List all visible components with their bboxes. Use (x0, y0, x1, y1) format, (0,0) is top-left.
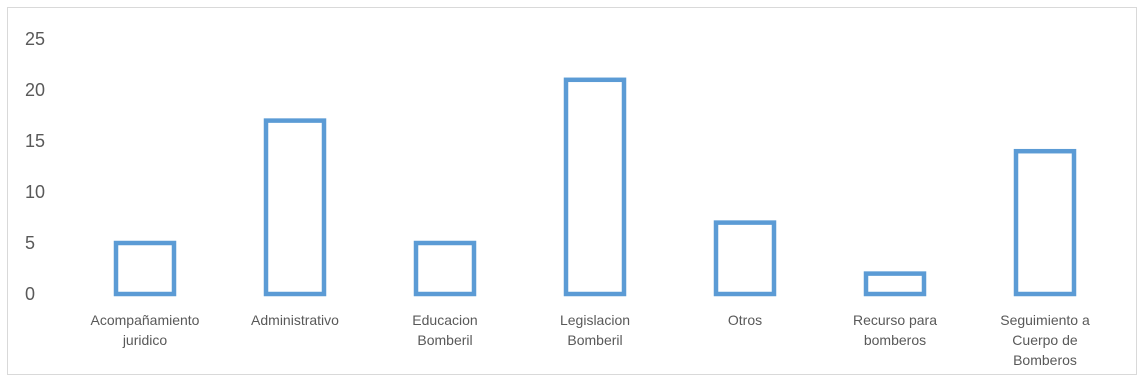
y-tick-label: 5 (25, 233, 35, 253)
x-category-label: Acompañamiento juridico (91, 312, 200, 348)
y-tick-label: 10 (25, 182, 45, 202)
bar (713, 220, 777, 297)
x-category-label: Administrativo (251, 312, 339, 328)
y-tick-label: 20 (25, 80, 45, 100)
bar (413, 240, 477, 297)
x-axis-labels: Acompañamiento juridico Administrativo Educ… (91, 312, 1090, 368)
x-category-label: Seguimiento a Cuerpo de Bomberos (1000, 312, 1090, 368)
bar (113, 240, 177, 297)
bar (863, 271, 927, 297)
y-axis-ticks: 0 5 10 15 20 25 (25, 29, 45, 304)
bar (563, 77, 627, 297)
y-tick-label: 0 (25, 284, 35, 304)
bar (1013, 148, 1077, 297)
x-category-label: Recurso para bomberos (853, 312, 937, 348)
bar (263, 118, 327, 297)
y-tick-label: 25 (25, 29, 45, 49)
x-category-label: Otros (728, 312, 762, 328)
x-category-label: Legislacion Bomberil (560, 312, 630, 348)
bars (113, 77, 1077, 297)
y-tick-label: 15 (25, 131, 45, 151)
x-category-label: Educacion Bomberil (412, 312, 477, 348)
